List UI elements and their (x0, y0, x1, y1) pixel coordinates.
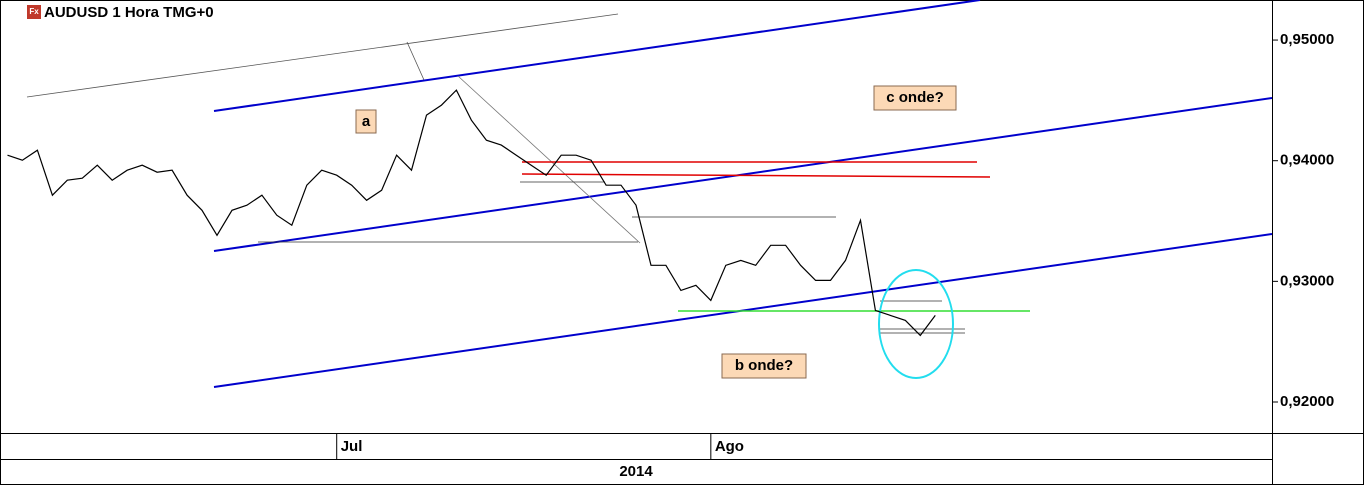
y-tick-label: 0,95000 (1280, 31, 1334, 48)
highlight-ellipse (878, 269, 954, 379)
period-label: 2014 (619, 463, 653, 480)
chart-title: AUDUSD 1 Hora TMG+0 (44, 4, 214, 21)
symbol-icon (27, 5, 41, 19)
symbol-icon-text: Fx (29, 7, 39, 16)
y-tick-label: 0,92000 (1280, 393, 1334, 410)
annotation-box (873, 85, 957, 111)
x-tick-label: Ago (715, 438, 744, 455)
annotation-box (721, 353, 807, 379)
y-tick-label: 0,93000 (1280, 272, 1334, 289)
y-tick-label: 0,94000 (1280, 152, 1334, 169)
drawings (26, 0, 1273, 388)
annotation: c onde? (886, 89, 944, 106)
annotation-box (355, 109, 377, 134)
channel-line (213, 97, 1273, 252)
trend-line (26, 13, 619, 98)
trend-line (406, 41, 425, 81)
trend-line (457, 75, 641, 244)
annotation: a (362, 113, 371, 130)
price-line (7, 89, 936, 337)
x-tick-label: Jul (341, 438, 363, 455)
channel-line (213, 0, 981, 112)
annotation: b onde? (735, 357, 793, 374)
